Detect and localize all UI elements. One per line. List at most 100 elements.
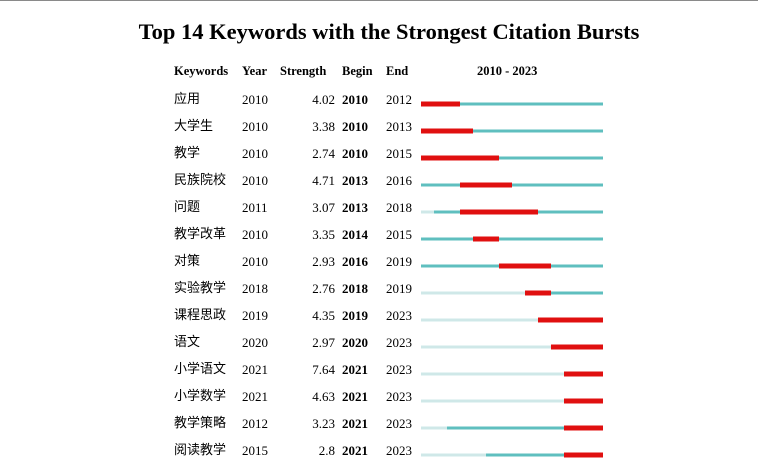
keyword-cell: 课程思政: [174, 308, 227, 323]
end-cell: 2012: [386, 92, 412, 107]
keyword-cell: 教学改革: [174, 227, 227, 242]
strength-cell: 3.07: [312, 200, 335, 215]
strength-cell: 3.35: [312, 227, 335, 242]
begin-cell: 2010: [342, 146, 368, 161]
burst-segment: [564, 452, 603, 458]
strength-cell: 2.93: [312, 254, 335, 269]
year-cell: 2021: [242, 389, 268, 404]
header-begin: Begin: [342, 64, 373, 78]
burst-segment: [460, 182, 512, 188]
header-range: 2010 - 2023: [477, 64, 538, 78]
inactive-segment: [421, 210, 434, 214]
begin-cell: 2021: [342, 389, 368, 404]
inactive-segment: [421, 318, 538, 322]
strength-cell: 2.97: [312, 335, 335, 350]
burst-segment: [499, 263, 551, 269]
header-strength: Strength: [280, 64, 327, 78]
end-cell: 2023: [386, 335, 412, 350]
keyword-cell: 实验教学: [174, 281, 227, 296]
burst-segment: [551, 344, 603, 350]
end-cell: 2019: [386, 281, 412, 296]
begin-cell: 2010: [342, 119, 368, 134]
keyword-cell: 教学策略: [174, 416, 227, 431]
begin-cell: 2021: [342, 362, 368, 377]
keyword-cell: 小学数学: [174, 389, 227, 404]
active-segment: [447, 426, 603, 430]
burst-segment: [538, 317, 603, 323]
burst-segment: [421, 101, 460, 107]
begin-cell: 2013: [342, 200, 368, 215]
year-cell: 2010: [242, 254, 268, 269]
end-cell: 2019: [386, 254, 412, 269]
strength-cell: 2.76: [312, 281, 335, 296]
table-row: 小学语文 2021 7.64 2021 2023: [0, 362, 758, 389]
strength-cell: 2.8: [318, 443, 335, 458]
table-row: 语文 2020 2.97 2020 2023: [0, 335, 758, 362]
table-row: 问题 2011 3.07 2013 2018: [0, 200, 758, 227]
begin-cell: 2019: [342, 308, 368, 323]
top-border-line: [0, 0, 758, 1]
begin-cell: 2020: [342, 335, 368, 350]
end-cell: 2023: [386, 389, 412, 404]
year-cell: 2018: [242, 281, 268, 296]
end-cell: 2023: [386, 443, 412, 458]
strength-cell: 2.74: [312, 146, 335, 161]
table-row: 大学生 2010 3.38 2010 2013: [0, 119, 758, 146]
keyword-cell: 大学生: [174, 119, 214, 134]
inactive-segment: [421, 426, 447, 430]
table-row: 对策 2010 2.93 2016 2019: [0, 254, 758, 281]
table-row: 教学策略 2012 3.23 2021 2023: [0, 416, 758, 443]
keyword-cell: 语文: [174, 335, 201, 350]
begin-cell: 2010: [342, 92, 368, 107]
burst-segment: [460, 209, 538, 215]
year-cell: 2010: [242, 146, 268, 161]
begin-cell: 2018: [342, 281, 368, 296]
header-keywords: Keywords: [174, 64, 229, 78]
active-segment: [525, 291, 603, 295]
begin-cell: 2016: [342, 254, 368, 269]
keyword-cell: 小学语文: [174, 362, 227, 377]
year-cell: 2011: [242, 200, 268, 215]
active-segment: [421, 102, 603, 106]
strength-cell: 3.23: [312, 416, 335, 431]
keyword-cell: 问题: [174, 200, 201, 215]
table-row: 小学数学 2021 4.63 2021 2023: [0, 389, 758, 416]
end-cell: 2023: [386, 362, 412, 377]
year-cell: 2015: [242, 443, 268, 458]
inactive-segment: [421, 345, 551, 349]
active-segment: [421, 129, 603, 133]
year-cell: 2012: [242, 416, 268, 431]
burst-segment: [564, 398, 603, 404]
header-year: Year: [242, 64, 267, 78]
strength-cell: 4.02: [312, 92, 335, 107]
year-cell: 2010: [242, 92, 268, 107]
keyword-cell: 对策: [174, 254, 201, 269]
strength-cell: 4.63: [312, 389, 335, 404]
begin-cell: 2021: [342, 416, 368, 431]
table-row: 教学改革 2010 3.35 2014 2015: [0, 227, 758, 254]
begin-cell: 2021: [342, 443, 368, 458]
year-cell: 2010: [242, 227, 268, 242]
inactive-segment: [421, 453, 486, 457]
begin-cell: 2014: [342, 227, 368, 242]
inactive-segment: [421, 291, 525, 295]
strength-cell: 7.64: [312, 362, 335, 377]
table-row: 应用 2010 4.02 2010 2012: [0, 92, 758, 119]
end-cell: 2015: [386, 146, 412, 161]
burst-segment: [564, 425, 603, 431]
burst-segment: [525, 290, 551, 296]
end-cell: 2018: [386, 200, 412, 215]
keyword-cell: 阅读教学: [174, 443, 227, 458]
table-row: 阅读教学 2015 2.8 2021 2023: [0, 443, 758, 470]
end-cell: 2023: [386, 308, 412, 323]
strength-cell: 4.35: [312, 308, 335, 323]
year-cell: 2021: [242, 362, 268, 377]
keyword-cell: 应用: [174, 92, 201, 107]
end-cell: 2016: [386, 173, 412, 188]
table-row: 教学 2010 2.74 2010 2015: [0, 146, 758, 173]
year-cell: 2010: [242, 173, 268, 188]
burst-segment: [473, 236, 499, 242]
burst-segment: [421, 155, 499, 161]
chart-title: Top 14 Keywords with the Strongest Citat…: [138, 19, 640, 44]
inactive-segment: [421, 399, 564, 403]
